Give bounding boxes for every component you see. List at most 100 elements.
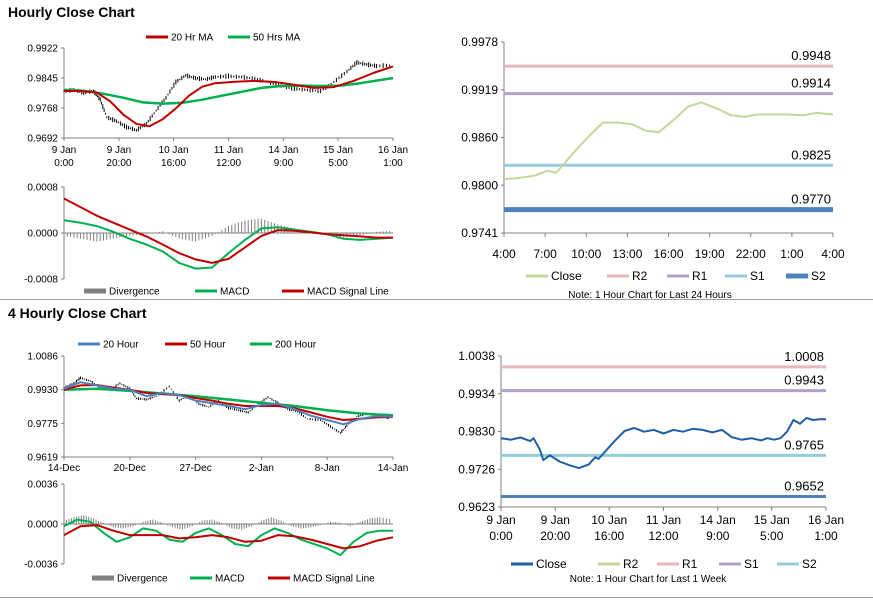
four-hourly-levels-legend-close-label: Close [536,557,567,571]
four-hourly-legend-20-label: 20 Hour [103,340,139,351]
four-hourly-levels-level-label-r2: 1.0008 [784,349,824,364]
section-divider [0,299,873,300]
four-hourly-legend-50-label: 50 Hour [190,340,226,351]
four-hourly-macd-y-tick-label: -0.0036 [24,560,58,571]
hourly-levels-y-tick-label: 0.9919 [461,83,498,97]
hourly-price-y-tick-label: 0.9768 [27,104,58,115]
hourly-levels-x-tick-label: 10:00 [571,247,601,261]
hourly-price-x-tick-label: 12:00 [216,158,241,169]
hourly-levels-x-tick-label: 19:00 [695,247,725,261]
four-hourly-levels-legend-s1-label: S1 [744,557,759,571]
four-hourly-macd-y-tick-label: 0.0036 [27,480,58,491]
hourly-legend-ma20-label: 20 Hr MA [171,33,214,44]
hourly-levels-close-line [503,101,834,180]
hourly-legend-macd-label: MACD [220,287,249,298]
four-hourly-price-x-tick-label: 14-Dec [48,463,80,474]
hourly-price-x-tick-label: 16 Jan [378,145,408,156]
hourly-levels-x-tick-label: 22:00 [736,247,766,261]
hourly-macd-y-tick-label: 0.0008 [27,183,58,194]
hourly-levels-x-tick-label: 7:00 [533,247,557,261]
four-hourly-levels-x-tick-label: 0:00 [489,529,513,543]
four-hourly-ma200-line [63,387,394,417]
four-hourly-levels-legend-r1-label: R1 [682,557,698,571]
four-hourly-section-title: 4 Hourly Close Chart [8,305,147,321]
hourly-levels-y-tick-label: 0.9978 [461,35,498,49]
hourly-price-x-tick-label: 10 Jan [159,145,189,156]
four-hourly-levels-x-tick-label: 20:00 [540,529,570,543]
hourly-price-x-tick-label: 14 Jan [268,145,298,156]
hourly-price-x-tick-label: 15 Jan [323,145,353,156]
hourly-price-x-tick-label: 11 Jan [214,145,243,156]
four-hourly-macd-y-tick-label: 0.0000 [27,520,58,531]
hourly-price-y-tick-label: 0.9692 [27,134,58,145]
four-hourly-levels-x-tick-label: 12:00 [648,529,678,543]
four-hourly-price-x-tick-label: 27-Dec [179,463,211,474]
four-hourly-levels-x-tick-label: 1:00 [814,529,838,543]
hourly-price-x-tick-label: 9:00 [274,158,294,169]
four-hourly-levels-y-tick-label: 0.9934 [458,387,495,401]
four-hourly-levels-x-tick-label: 9 Jan [486,513,515,527]
hourly-price-x-tick-label: 9 Jan [52,145,76,156]
four-hourly-price-y-tick-label: 1.0086 [27,352,58,363]
hourly-price-x-tick-label: 5:00 [328,158,348,169]
hourly-levels-note: Note: 1 Hour Chart for Last 24 Hours [568,290,731,301]
hourly-levels-x-tick-label: 13:00 [612,247,642,261]
hourly-price-x-tick-label: 16:00 [161,158,186,169]
four-hourly-levels-x-tick-label: 11 Jan [646,513,681,527]
four-hourly-ma20-line [63,381,394,426]
hourly-levels-level-label-s2: 0.9770 [791,192,831,207]
hourly-price-x-tick-label: 0:00 [54,158,74,169]
hourly-section-title: Hourly Close Chart [8,4,135,20]
four-hourly-price-y-tick-label: 0.9619 [27,453,58,464]
four-hourly-levels-x-tick-label: 16:00 [594,529,624,543]
four-hourly-legend-signal-label: MACD Signal Line [293,574,375,585]
four-hourly-levels-level-label-s1: 0.9765 [784,437,824,452]
four-hourly-price-x-tick-label: 14-Jan [378,463,409,474]
hourly-levels-level-label-r1: 0.9914 [791,76,831,91]
four-hourly-levels-x-tick-label: 10 Jan [591,513,627,527]
four-hourly-levels-x-tick-label: 9:00 [706,529,730,543]
hourly-levels-y-tick-label: 0.9741 [461,226,498,240]
hourly-signal-line [63,197,393,264]
four-hourly-levels-level-label-r1: 0.9943 [784,373,824,388]
four-hourly-levels-legend-s2-label: S2 [802,557,817,571]
four-hourly-levels-x-tick-label: 14 Jan [700,513,736,527]
hourly-levels-legend-r2-label: R2 [632,269,648,283]
hourly-price-x-tick-label: 1:00 [383,158,403,169]
hourly-price-y-tick-label: 0.9922 [27,44,58,55]
hourly-levels-x-tick-label: 16:00 [653,247,683,261]
hourly-price-x-tick-label: 20:00 [106,158,131,169]
four-hourly-levels-level-label-s2: 0.9652 [784,478,824,493]
hourly-levels-legend-close-label: Close [551,269,582,283]
hourly-levels-level-label-r2: 0.9948 [791,48,831,63]
four-hourly-price-x-tick-label: 2-Jan [249,463,274,474]
hourly-levels-level-label-s1: 0.9825 [791,147,831,162]
hourly-macd-y-tick-label: -0.0008 [24,275,58,286]
four-hourly-levels-y-tick-label: 0.9623 [458,500,495,514]
four-hourly-levels-x-tick-label: 15 Jan [754,513,790,527]
four-hourly-macd-line [63,518,393,557]
four-hourly-levels-note: Note: 1 Hour Chart for Last 1 Week [570,574,728,585]
hourly-levels-y-tick-label: 0.9800 [461,178,498,192]
hourly-legend-divergence-label: Divergence [109,287,160,298]
four-hourly-price-y-tick-label: 0.9930 [27,385,58,396]
hourly-levels-legend-s2-label: S2 [811,269,826,283]
hourly-ma50-line [63,76,394,105]
hourly-legend-ma50-label: 50 Hrs MA [253,33,301,44]
hourly-levels-x-tick-label: 4:00 [492,247,516,261]
hourly-levels-x-tick-label: 4:00 [821,247,845,261]
four-hourly-legend-200-label: 200 Hour [275,340,317,351]
hourly-macd-y-tick-label: 0.0000 [27,229,58,240]
four-hourly-levels-y-tick-label: 1.0038 [458,349,495,363]
four-hourly-levels-x-tick-label: 16 Jan [808,513,844,527]
hourly-legend-signal-label: MACD Signal Line [307,287,389,298]
four-hourly-levels-x-tick-label: 5:00 [760,529,784,543]
four-hourly-levels-legend-r2-label: R2 [623,557,639,571]
four-hourly-levels-y-tick-label: 0.9830 [458,425,495,439]
hourly-levels-legend-r1-label: R1 [692,269,708,283]
bottom-divider [0,597,873,598]
four-hourly-signal-line [63,524,394,550]
four-hourly-price-x-tick-label: 20-Dec [114,463,146,474]
hourly-levels-x-tick-label: 1:00 [780,247,804,261]
